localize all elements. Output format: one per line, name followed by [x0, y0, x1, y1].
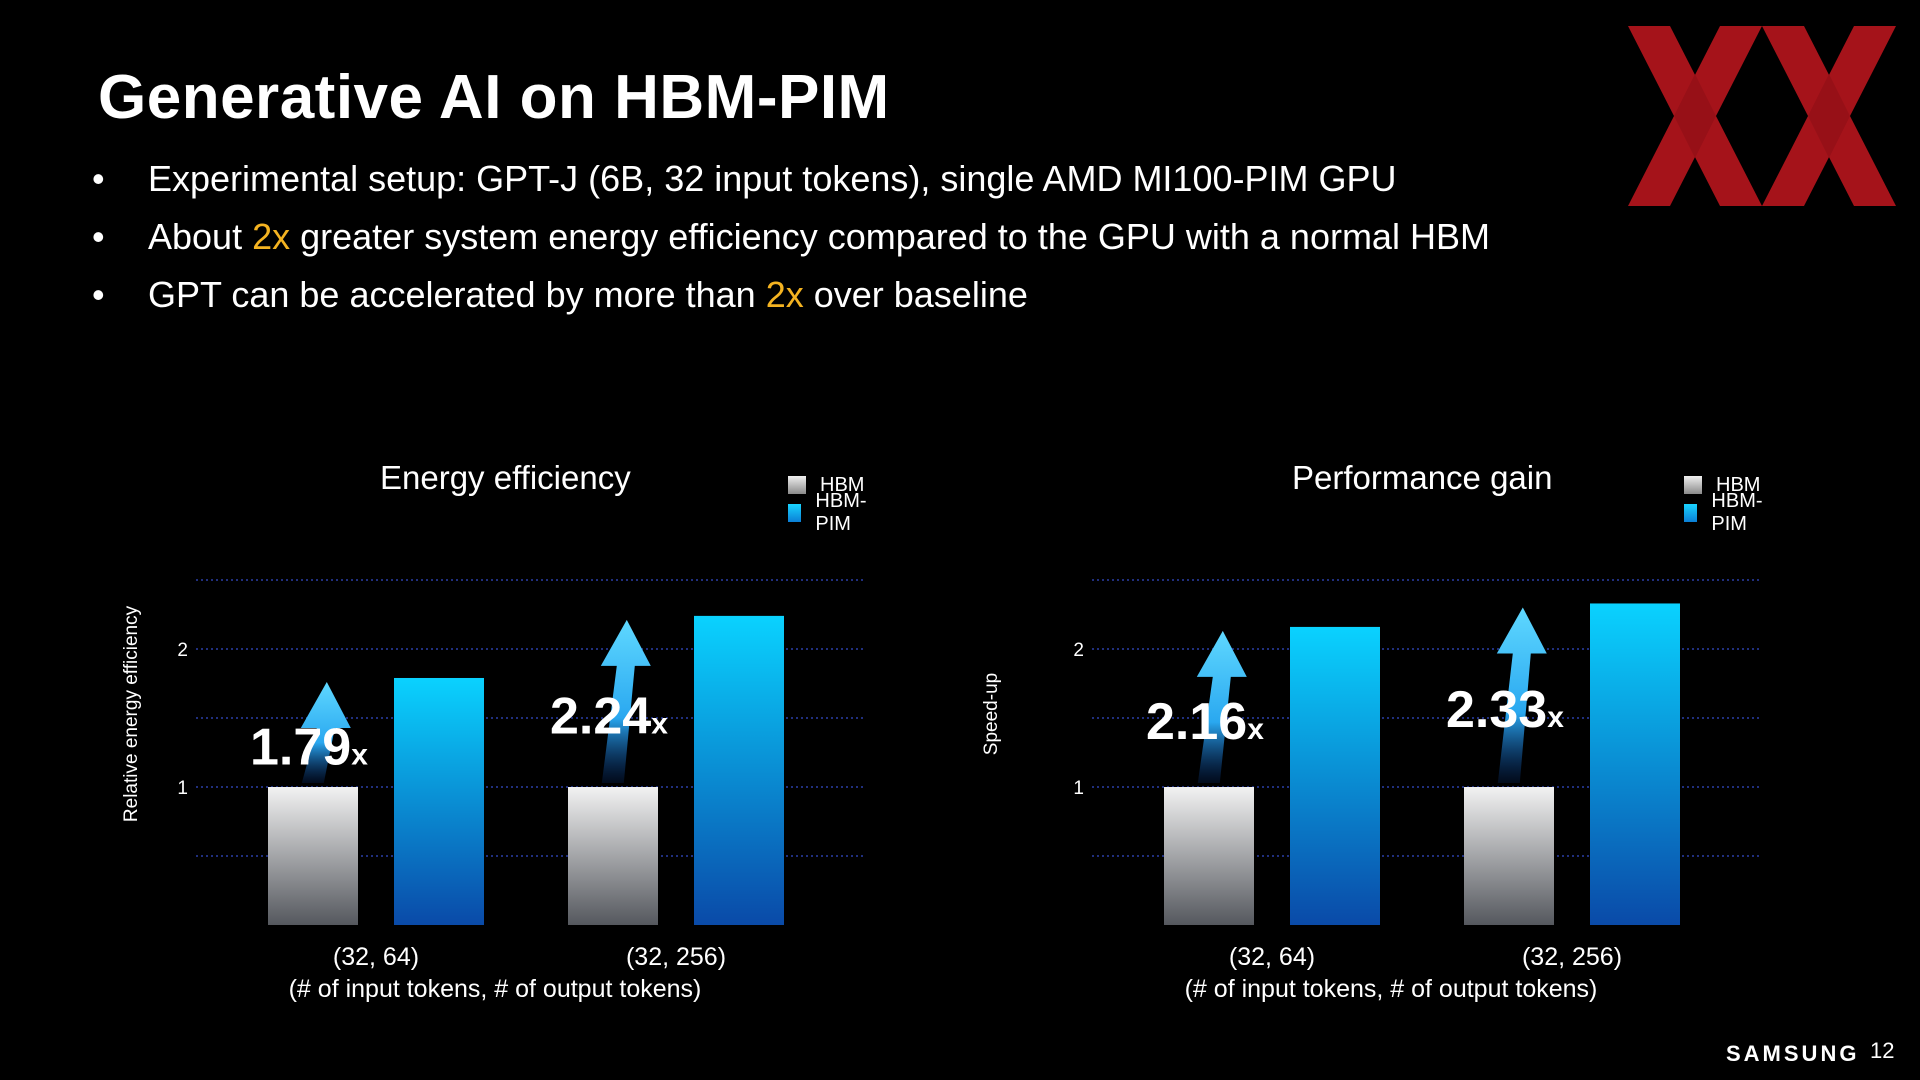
gain-label: 1.79x	[250, 718, 368, 776]
y-tick-label: 1	[1073, 778, 1084, 799]
bullet-highlight: 2x	[252, 216, 290, 257]
gain-label: 2.33x	[1446, 681, 1564, 739]
legend-entry-hbm-pim: HBM-PIM	[788, 499, 880, 527]
gain-label: 2.16x	[1146, 693, 1264, 751]
bar-hbm-pim	[1590, 603, 1680, 925]
chart-legend: HBM HBM-PIM	[788, 471, 880, 527]
x-tick-label: (32, 64)	[333, 943, 419, 971]
y-axis-label: Relative energy efficiency	[121, 594, 143, 834]
bullet-item: GPT can be accelerated by more than 2x o…	[92, 266, 1490, 324]
x-tick-label: (32, 256)	[626, 943, 726, 971]
y-tick-label: 2	[177, 640, 188, 661]
legend-swatch	[1684, 504, 1697, 522]
legend-swatch	[788, 476, 806, 494]
chart-title: Energy efficiency	[380, 459, 631, 497]
bullet-item: About 2x greater system energy efficienc…	[92, 208, 1490, 266]
bar-hbm	[1164, 787, 1254, 925]
brand-logo: SAMSUNG	[1726, 1041, 1859, 1067]
chart-plot: 1 2 2.16x (32, 64) 2.33x (32, 256)	[1016, 455, 1776, 975]
legend-swatch	[788, 504, 801, 522]
x-tick-label: (32, 256)	[1522, 943, 1622, 971]
bullet-text-tail: over baseline	[804, 274, 1028, 315]
x-axis-label: (# of input tokens, # of output tokens)	[1176, 975, 1606, 1004]
y-tick-label: 1	[177, 778, 188, 799]
slide-title: Generative AI on HBM-PIM	[98, 62, 890, 133]
chart-title: Performance gain	[1292, 459, 1552, 497]
x-tick-label: (32, 64)	[1229, 943, 1315, 971]
conference-logo	[1628, 26, 1896, 206]
bar-hbm-pim	[694, 616, 784, 925]
legend-swatch	[1684, 476, 1702, 494]
bar-hbm	[1464, 787, 1554, 925]
bar-hbm	[568, 787, 658, 925]
energy-efficiency-chart: Energy efficiency HBM HBM-PIM Relative e…	[120, 455, 880, 975]
bar-hbm-pim	[394, 678, 484, 925]
chart-legend: HBM HBM-PIM	[1684, 471, 1776, 527]
bullet-text-tail: greater system energy efficiency compare…	[290, 216, 1490, 257]
legend-entry-hbm-pim: HBM-PIM	[1684, 499, 1776, 527]
y-tick-label: 2	[1073, 640, 1084, 661]
y-axis-label: Speed-up	[981, 654, 1003, 774]
gain-label: 2.24x	[550, 687, 668, 745]
bullet-text: GPT can be accelerated by more than	[148, 274, 766, 315]
legend-label: HBM-PIM	[1711, 490, 1776, 536]
performance-gain-chart: Performance gain HBM HBM-PIM Speed-up 12…	[1016, 455, 1776, 975]
bullet-item: Experimental setup: GPT-J (6B, 32 input …	[92, 150, 1490, 208]
bar-hbm	[268, 787, 358, 925]
legend-label: HBM-PIM	[815, 490, 880, 536]
bullet-text: Experimental setup: GPT-J (6B, 32 input …	[148, 158, 1397, 199]
bar-hbm-pim	[1290, 627, 1380, 925]
bullet-text: About	[148, 216, 252, 257]
x-axis-label: (# of input tokens, # of output tokens)	[280, 975, 710, 1004]
chart-plot: 1 2 1.79x (32, 64) 2.24x (32, 256)	[120, 455, 880, 975]
bullet-highlight: 2x	[766, 274, 804, 315]
page-number: 12	[1870, 1038, 1894, 1064]
bullet-list: Experimental setup: GPT-J (6B, 32 input …	[92, 150, 1490, 324]
